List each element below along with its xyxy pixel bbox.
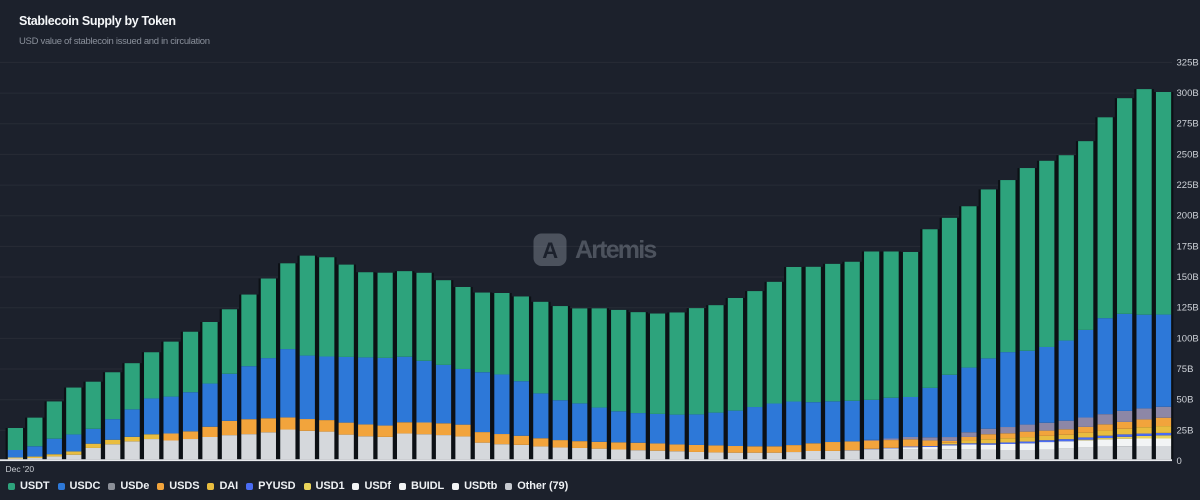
svg-text:100B: 100B	[1177, 333, 1199, 344]
svg-text:A: A	[542, 238, 558, 263]
svg-text:25B: 25B	[1177, 425, 1194, 436]
svg-text:250B: 250B	[1177, 149, 1199, 160]
svg-text:Artemis: Artemis	[575, 236, 656, 264]
svg-text:225B: 225B	[1177, 180, 1199, 191]
svg-text:275B: 275B	[1177, 119, 1199, 130]
svg-text:300B: 300B	[1177, 88, 1199, 99]
svg-text:200B: 200B	[1177, 211, 1199, 222]
svg-text:75B: 75B	[1177, 364, 1194, 375]
svg-text:150B: 150B	[1177, 272, 1199, 283]
svg-text:175B: 175B	[1177, 241, 1199, 252]
svg-text:0: 0	[1177, 456, 1182, 467]
svg-text:325B: 325B	[1177, 57, 1199, 68]
svg-text:50B: 50B	[1177, 395, 1194, 406]
svg-text:125B: 125B	[1177, 303, 1199, 314]
